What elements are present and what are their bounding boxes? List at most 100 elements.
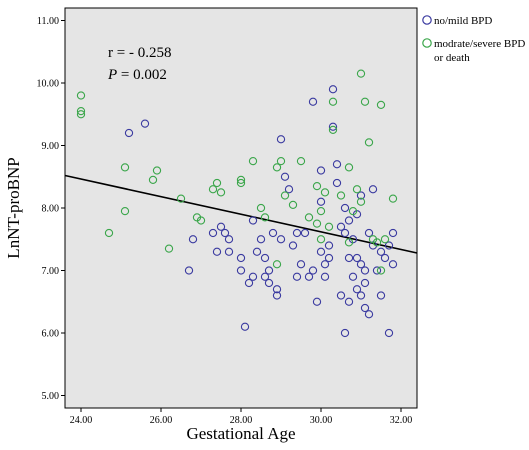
point-no-mild-bpd	[292, 272, 302, 281]
point-no-mild-bpd	[348, 272, 358, 281]
point-no-mild-bpd	[300, 228, 310, 238]
point-severe-bpd-or-death	[376, 266, 386, 275]
point-no-mild-bpd	[236, 253, 246, 263]
point-no-mild-bpd	[276, 235, 286, 244]
point-no-mild-bpd	[336, 291, 346, 300]
point-no-mild-bpd	[224, 235, 234, 244]
point-severe-bpd-or-death	[236, 175, 246, 185]
point-severe-bpd-or-death	[316, 235, 326, 244]
point-severe-bpd-or-death	[316, 206, 326, 216]
point-no-mild-bpd	[316, 247, 326, 256]
y-tick-label: 9.00	[42, 141, 60, 152]
point-no-mild-bpd	[324, 241, 334, 250]
point-no-mild-bpd	[320, 260, 330, 269]
point-severe-bpd-or-death	[336, 191, 346, 200]
y-tick-label: 10.00	[37, 79, 60, 90]
x-tick-label: 26.00	[150, 415, 173, 426]
point-severe-bpd-or-death	[344, 163, 354, 172]
point-no-mild-bpd	[376, 247, 386, 256]
point-no-mild-bpd	[340, 228, 350, 238]
point-severe-bpd-or-death	[272, 163, 282, 172]
point-no-mild-bpd	[368, 185, 378, 194]
point-no-mild-bpd	[308, 266, 318, 275]
point-no-mild-bpd	[268, 228, 278, 238]
point-no-mild-bpd	[328, 85, 338, 94]
point-severe-bpd-or-death	[212, 178, 222, 188]
point-severe-bpd-or-death	[272, 260, 282, 269]
point-severe-bpd-or-death	[296, 156, 306, 166]
point-no-mild-bpd	[272, 291, 282, 300]
point-severe-bpd-or-death	[120, 163, 130, 172]
point-no-mild-bpd	[284, 185, 294, 194]
point-severe-bpd-or-death	[328, 97, 338, 106]
point-no-mild-bpd	[332, 178, 342, 188]
point-severe-bpd-or-death	[324, 222, 334, 231]
y-tick-label: 8.00	[42, 204, 60, 215]
point-severe-bpd-or-death	[312, 181, 322, 191]
point-severe-bpd-or-death	[304, 213, 314, 222]
point-no-mild-bpd	[344, 216, 354, 225]
point-severe-bpd-or-death	[208, 185, 218, 194]
y-tick-label: 7.00	[42, 266, 60, 277]
point-severe-bpd-or-death	[76, 110, 86, 119]
point-severe-bpd-or-death	[352, 185, 362, 194]
point-severe-bpd-or-death	[76, 91, 86, 100]
y-axis-ticks: 5.00 6.00 7.00 8.00 9.00 10.00 11.00	[37, 16, 65, 402]
point-no-mild-bpd	[340, 203, 350, 213]
point-no-mild-bpd	[124, 128, 134, 138]
point-severe-bpd-or-death	[280, 191, 290, 200]
point-no-mild-bpd	[360, 303, 370, 313]
point-no-mild-bpd	[336, 222, 346, 231]
point-no-mild-bpd	[372, 266, 382, 275]
point-no-mild-bpd	[220, 228, 230, 238]
point-severe-bpd-or-death	[236, 178, 246, 188]
point-no-mild-bpd	[352, 285, 362, 294]
point-no-mild-bpd	[264, 278, 274, 288]
point-no-mild-bpd	[388, 228, 398, 238]
point-severe-bpd-or-death	[288, 200, 298, 210]
x-axis-label: Gestational Age	[186, 424, 295, 443]
point-no-mild-bpd	[352, 253, 362, 263]
point-severe-bpd-or-death	[276, 156, 286, 166]
point-no-mild-bpd	[248, 216, 258, 225]
point-no-mild-bpd	[292, 228, 302, 238]
point-no-mild-bpd	[316, 197, 326, 206]
legend-label-severe-line2: or death	[434, 52, 470, 64]
point-no-mild-bpd	[344, 253, 354, 263]
point-no-mild-bpd	[224, 247, 234, 256]
point-severe-bpd-or-death	[380, 235, 390, 244]
legend-label-no-mild: no/mild BPD	[434, 15, 492, 27]
point-no-mild-bpd	[184, 266, 194, 275]
point-no-mild-bpd	[340, 328, 350, 338]
point-severe-bpd-or-death	[364, 138, 374, 147]
point-no-mild-bpd	[360, 278, 370, 288]
point-severe-bpd-or-death	[176, 194, 186, 203]
point-severe-bpd-or-death	[328, 125, 338, 135]
point-severe-bpd-or-death	[348, 206, 358, 216]
point-severe-bpd-or-death	[372, 238, 382, 247]
point-no-mild-bpd	[328, 122, 338, 131]
point-severe-bpd-or-death	[76, 106, 86, 116]
point-no-mild-bpd	[364, 228, 374, 238]
point-no-mild-bpd	[188, 235, 198, 244]
point-no-mild-bpd	[140, 119, 150, 128]
point-no-mild-bpd	[236, 266, 246, 275]
point-no-mild-bpd	[272, 285, 282, 294]
point-no-mild-bpd	[324, 253, 334, 263]
fit-line	[64, 174, 418, 254]
point-no-mild-bpd	[260, 253, 270, 263]
y-tick-label: 5.00	[42, 391, 60, 402]
point-severe-bpd-or-death	[196, 216, 206, 225]
point-no-mild-bpd	[384, 328, 394, 338]
point-no-mild-bpd	[360, 266, 370, 275]
point-no-mild-bpd	[376, 291, 386, 300]
point-severe-bpd-or-death	[360, 97, 370, 106]
point-no-mild-bpd	[256, 235, 266, 244]
point-severe-bpd-or-death	[320, 188, 330, 197]
point-no-mild-bpd	[384, 241, 394, 250]
p-value: = 0.002	[117, 67, 167, 83]
point-no-mild-bpd	[296, 260, 306, 269]
point-no-mild-bpd	[344, 297, 354, 306]
y-axis-label: LnNT-proBNP	[4, 157, 23, 258]
